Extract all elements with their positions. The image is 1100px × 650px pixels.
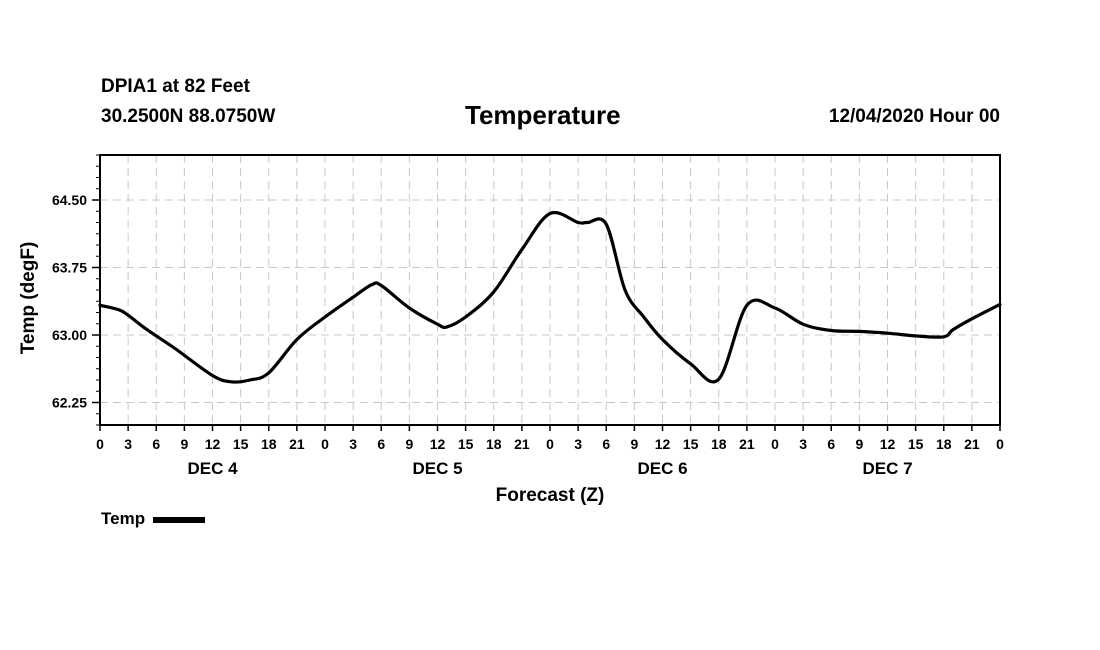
x-tick-label: 0 <box>321 436 329 452</box>
x-tick-label: 3 <box>574 436 582 452</box>
x-tick-label: 9 <box>180 436 188 452</box>
x-tick-label: 12 <box>205 436 221 452</box>
x-tick-label: 21 <box>739 436 755 452</box>
temp-series-line <box>98 210 1002 384</box>
x-tick-label: 0 <box>996 436 1004 452</box>
x-tick-label: 15 <box>683 436 699 452</box>
x-tick-label: 3 <box>124 436 132 452</box>
x-tick-label: 0 <box>96 436 104 452</box>
x-tick-label: 6 <box>602 436 610 452</box>
x-tick-label: 15 <box>908 436 924 452</box>
datetime-label: 12/04/2020 Hour 00 <box>828 106 1000 127</box>
day-label: DEC 5 <box>412 459 462 478</box>
day-label: DEC 7 <box>862 459 912 478</box>
x-tick-label: 18 <box>936 436 952 452</box>
x-tick-label: 6 <box>377 436 385 452</box>
axes: 62.25 63.00 63.75 64.50 0 3 6 9 12 15 18 21 0 3 6 9 12 15… <box>52 154 1004 478</box>
x-tick-label: 12 <box>880 436 896 452</box>
legend-label: Temp <box>101 509 146 528</box>
x-tick-label: 21 <box>514 436 530 452</box>
x-tick-label: 6 <box>152 436 160 452</box>
day-label: DEC 4 <box>187 459 238 478</box>
coords-label: 30.2500N 88.0750W <box>101 106 276 127</box>
grid <box>100 155 1000 425</box>
station-label: DPIA1 at 82 Feet <box>101 76 250 97</box>
x-tick-label: 18 <box>486 436 502 452</box>
legend-swatch <box>153 517 206 523</box>
series-layer <box>98 210 1002 384</box>
chart-title: Temperature <box>465 100 621 130</box>
x-tick-label: 0 <box>546 436 554 452</box>
x-tick-label: 18 <box>261 436 277 452</box>
x-axis-label: Forecast (Z) <box>496 485 605 506</box>
x-tick-label: 3 <box>799 436 807 452</box>
x-tick-label: 6 <box>827 436 835 452</box>
x-tick-label: 21 <box>289 436 305 452</box>
x-tick-label: 9 <box>855 436 863 452</box>
legend: Temp <box>101 509 206 529</box>
y-tick-label: 62.25 <box>52 395 87 411</box>
x-tick-label: 9 <box>405 436 413 452</box>
x-tick-label: 12 <box>430 436 446 452</box>
y-tick-label: 63.75 <box>52 260 87 276</box>
x-tick-label: 12 <box>655 436 671 452</box>
x-tick-label: 15 <box>458 436 474 452</box>
x-tick-label: 9 <box>630 436 638 452</box>
y-axis-label: Temp (degF) <box>18 242 39 355</box>
y-tick-label: 63.00 <box>52 327 87 343</box>
x-tick-label: 18 <box>711 436 727 452</box>
x-tick-label: 3 <box>349 436 357 452</box>
y-tick-label: 64.50 <box>52 192 87 208</box>
plot-frame <box>99 154 1001 426</box>
x-tick-label: 15 <box>233 436 249 452</box>
x-tick-label: 0 <box>771 436 779 452</box>
x-tick-label: 21 <box>964 436 980 452</box>
day-label: DEC 6 <box>637 459 687 478</box>
